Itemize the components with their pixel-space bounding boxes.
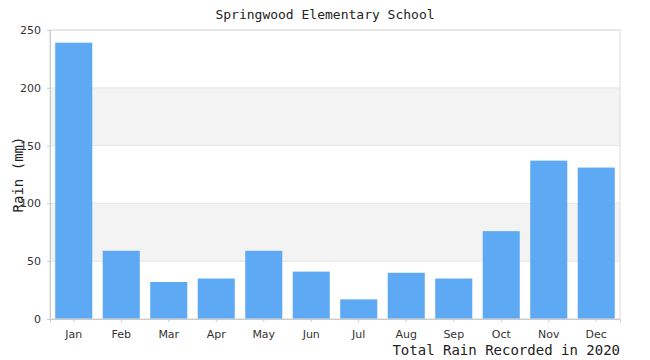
grid-line	[50, 145, 620, 146]
x-tick: Jan	[64, 319, 82, 341]
plot-frame	[50, 30, 620, 319]
bar	[245, 251, 282, 319]
x-tick-label: Mar	[158, 328, 179, 341]
y-tick: 50	[27, 255, 50, 268]
bar	[293, 272, 330, 319]
x-tick: Apr	[207, 319, 227, 341]
y-tick-label: 50	[27, 255, 41, 268]
y-tick-label: 250	[20, 24, 41, 37]
title: Springwood Elementary School	[215, 7, 434, 22]
y-tick: 250	[20, 24, 50, 37]
y-tick: 200	[20, 82, 50, 95]
x-tick-mark	[453, 319, 454, 322]
x-tick-label: Dec	[586, 328, 607, 341]
grid-band	[50, 88, 620, 146]
x-tick: Mar	[158, 319, 179, 341]
bar	[150, 282, 187, 319]
bar	[530, 161, 567, 319]
x-tick: Sep	[443, 319, 464, 341]
x-tick-mark	[358, 319, 359, 322]
bar	[55, 43, 92, 319]
y-tick-mark	[47, 146, 50, 147]
y-axis-title: Rain (mm)	[10, 137, 26, 213]
x-tick-mark	[73, 319, 74, 322]
bar	[578, 168, 615, 319]
y-tick-mark	[47, 203, 50, 204]
y-tick-label: 0	[34, 313, 41, 326]
y-tick-mark	[47, 319, 50, 320]
x-tick: Dec	[586, 319, 607, 341]
y-tick-label: 200	[20, 82, 41, 95]
x-tick: Feb	[112, 319, 131, 341]
x-tick-label: Aug	[396, 328, 417, 341]
x-tick: Aug	[396, 319, 417, 341]
x-axis-title: Total Rain Recorded in 2020	[392, 342, 620, 358]
y-axis-line	[47, 31, 51, 320]
x-tick-label: Jun	[302, 328, 320, 341]
x-tick-label: Feb	[112, 328, 131, 341]
x-tick-mark	[311, 319, 312, 322]
chart: 050100150200250JanFebMarAprMayJunJulAugS…	[0, 0, 650, 360]
bar	[483, 231, 520, 319]
x-tick: May	[252, 319, 275, 341]
y-tick-mark	[47, 88, 50, 89]
x-tick: Nov	[538, 319, 560, 341]
x-tick-label: Jan	[64, 328, 82, 341]
x-tick-label: Apr	[207, 328, 227, 341]
bar	[340, 299, 377, 319]
x-tick-label: Oct	[492, 328, 512, 341]
x-tick-label: Jul	[351, 328, 365, 341]
y-tick-mark	[47, 261, 50, 262]
x-tick: Jun	[302, 319, 320, 341]
grid-line	[50, 87, 620, 88]
x-tick-mark	[263, 319, 264, 322]
x-tick-mark	[596, 319, 597, 322]
bar	[103, 251, 140, 319]
grid	[50, 30, 620, 319]
x-tick: Jul	[351, 319, 365, 341]
x-tick-mark	[216, 319, 217, 322]
x-tick-mark	[501, 319, 502, 322]
x-tick-label: Nov	[538, 328, 560, 341]
x-tick-mark	[168, 319, 169, 322]
x-axis: Jan Feb Mar Apr May Jun Jul Aug Sep Oct Nov Dec	[51, 319, 621, 341]
x-axis-line	[51, 320, 621, 323]
y-tick-mark	[47, 30, 50, 31]
x-tick-mark	[548, 319, 549, 322]
y-tick: 0	[34, 313, 50, 326]
x-tick: Oct	[492, 319, 512, 341]
x-tick-label: Sep	[443, 328, 464, 341]
bar	[388, 273, 425, 319]
bar	[198, 279, 235, 319]
bars	[55, 43, 615, 319]
x-tick-mark	[121, 319, 122, 322]
bar	[435, 279, 472, 319]
x-tick-label: May	[252, 328, 275, 341]
plot: 050100150200250JanFebMarAprMayJunJulAugS…	[20, 24, 621, 341]
x-tick-mark	[406, 319, 407, 322]
